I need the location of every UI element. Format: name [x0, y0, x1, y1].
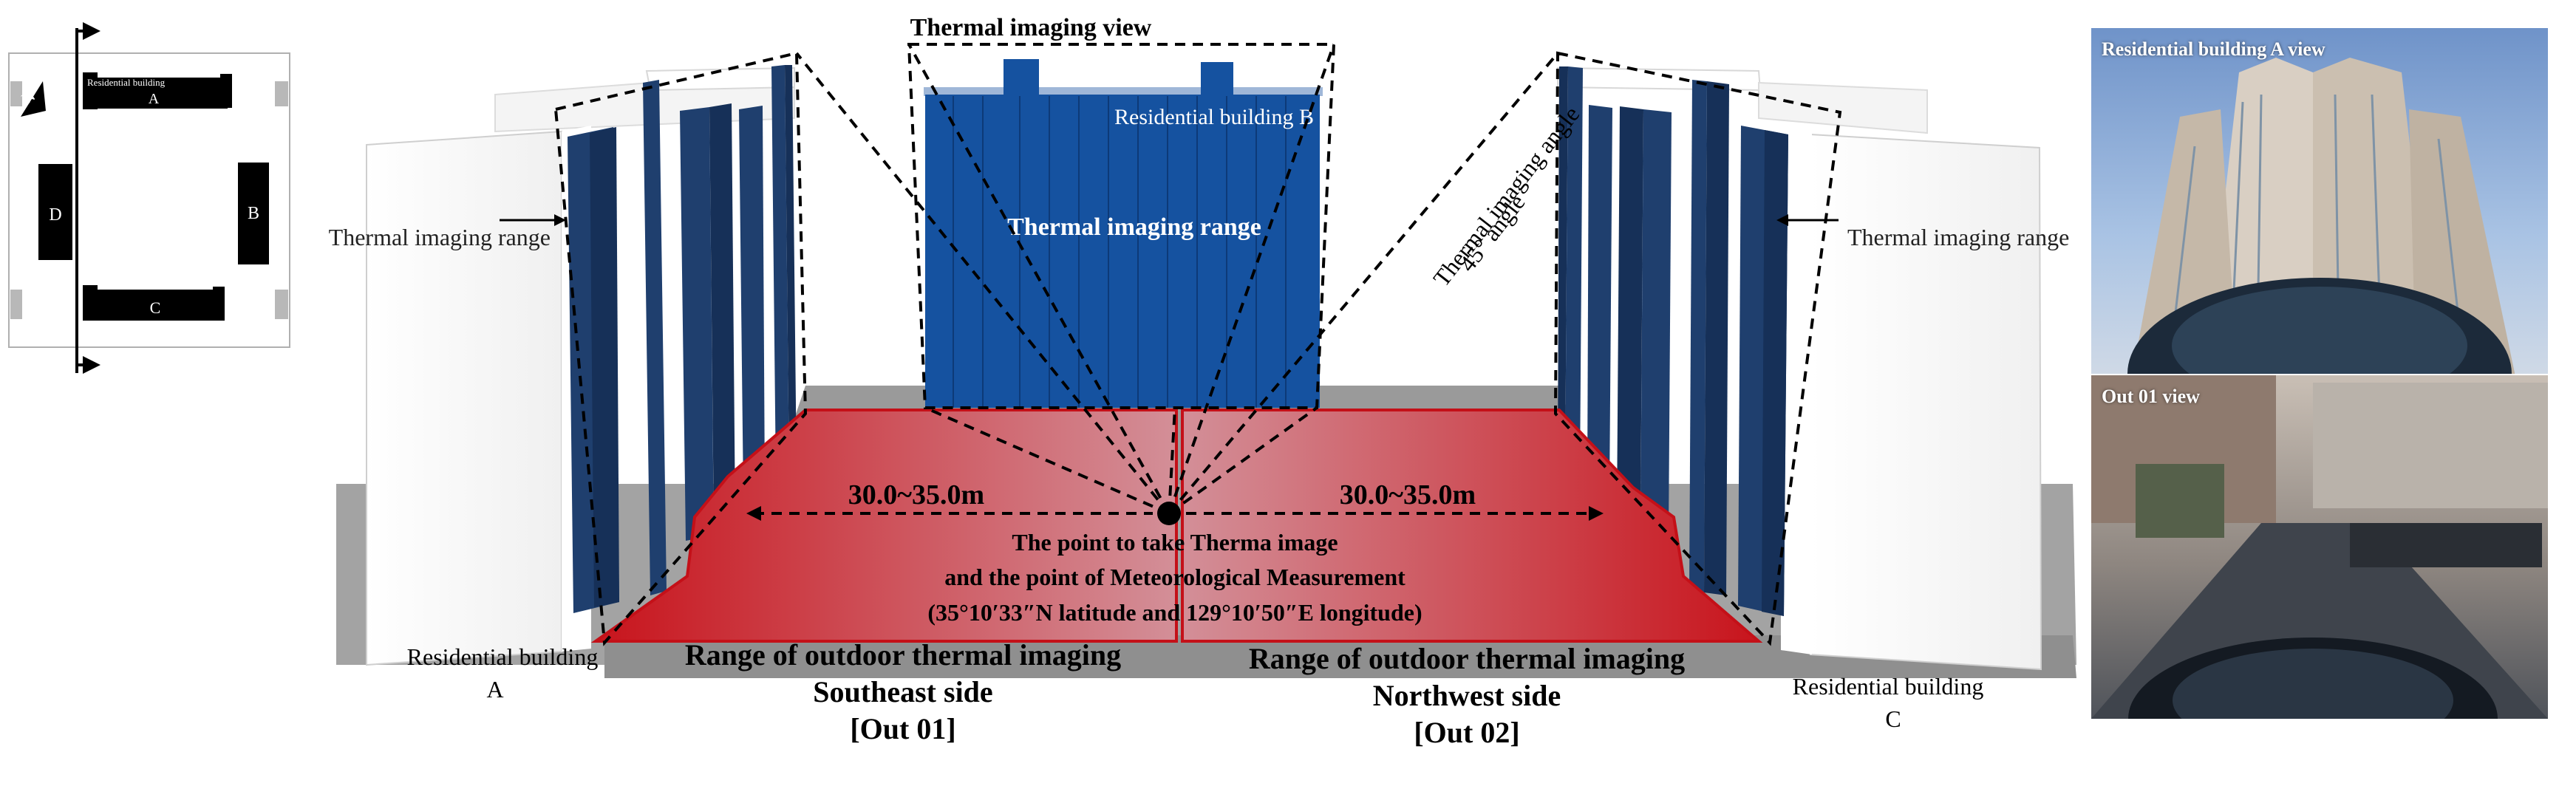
photo-top-label: Residential building A view	[2102, 38, 2325, 60]
southeast-code: [Out 01]	[850, 712, 955, 745]
southeast-title: Range of outdoor thermal imaging	[685, 638, 1121, 671]
scene: Residential building B Thermal imaging r…	[329, 14, 2076, 749]
sight-line	[1168, 44, 1335, 514]
building-a: Thermal imaging range	[329, 65, 797, 666]
southeast-range-zone	[590, 409, 1178, 643]
inset-building-a-letter: A	[149, 91, 160, 107]
building-c-top	[1758, 81, 1928, 134]
photo-building-a-graphic	[2127, 58, 2515, 374]
left-range-arrowhead	[554, 214, 566, 226]
inset-building-a-edge	[220, 74, 232, 108]
distance-arrows	[746, 506, 1604, 521]
inset-axis-arrow	[83, 22, 100, 40]
building-c-label: Residential building	[1793, 673, 1984, 700]
inset-site-block	[275, 290, 288, 319]
inset-building-a	[89, 78, 228, 109]
building-b: Residential building B Thermal imaging r…	[924, 59, 1323, 408]
sight-line	[1168, 52, 1559, 515]
building-c-corner	[1781, 127, 1812, 655]
inset-building-a-edge	[83, 72, 98, 109]
inset-building-d	[38, 164, 72, 260]
inset-building-c-letter: C	[150, 298, 161, 317]
inset-building-a-label: Residential building	[87, 77, 166, 88]
measurement-point-marker	[1157, 502, 1181, 525]
inset-building-c-edge	[83, 285, 98, 321]
view-frames	[553, 43, 1842, 646]
building-c-top	[1557, 66, 1762, 92]
building-c-facade	[1558, 66, 1788, 616]
sight-line	[924, 406, 1170, 515]
point-coordinates: (35°10′33″N latitude and 129°10′50″E lon…	[927, 599, 1422, 626]
northwest-range-zone	[1181, 409, 1763, 643]
center-range-label: Thermal imaging range	[1007, 213, 1261, 241]
building-a-letter: A	[486, 676, 503, 703]
inset-site-block	[10, 290, 22, 319]
point-description-line: and the point of Meteorological Measurem…	[944, 564, 1405, 590]
building-c: Thermal imaging range	[1557, 66, 2069, 671]
left-view-frame	[553, 51, 808, 646]
photo-building-a-view: Residential building A view	[2091, 28, 2548, 374]
left-distance-label: 30.0~35.0m	[848, 479, 984, 510]
building-b-tower	[1004, 59, 1039, 98]
sight-line	[907, 44, 1171, 514]
photo-out01-graphic	[2091, 375, 2548, 719]
building-b-facade	[925, 95, 1320, 408]
inset-site-block	[10, 81, 22, 106]
left-distance-arrowhead	[746, 506, 761, 521]
photo-bottom-label: Out 01 view	[2102, 386, 2200, 407]
photo-out01-view: Out 01 view	[2091, 375, 2548, 719]
right-range-label: Thermal imaging range	[1847, 224, 2069, 250]
right-distance-label: 30.0~35.0m	[1340, 479, 1476, 510]
building-a-facade	[568, 65, 797, 613]
building-b-mullions	[953, 96, 1287, 408]
building-a-end-wall	[366, 130, 562, 666]
northwest-title: Range of outdoor thermal imaging	[1249, 642, 1685, 675]
inset-building-d-letter: D	[49, 205, 61, 225]
inset-site-block	[275, 81, 288, 106]
thermal-view-label: Thermal imaging view	[910, 14, 1152, 41]
inset-building-c-edge	[213, 287, 225, 321]
left-range-label: Thermal imaging range	[329, 224, 551, 250]
sight-line	[795, 52, 1171, 515]
building-c-end-wall	[1810, 133, 2042, 671]
northwest-code: [Out 02]	[1414, 716, 1519, 749]
ground-edge	[604, 635, 2076, 678]
northwest-side-label: Northwest side	[1373, 679, 1561, 712]
inset-map: N Residential building A D B C	[8, 22, 290, 374]
right-view-frame	[1553, 51, 1842, 646]
point-description-line: The point to take Therma image	[1012, 529, 1338, 556]
right-distance-arrowhead	[1589, 506, 1604, 521]
inset-building-b-letter: B	[248, 204, 259, 223]
right-range-arrowhead	[1776, 214, 1788, 226]
building-c-letter: C	[1885, 705, 1901, 732]
building-a-label: Residential building	[407, 643, 599, 670]
inset-building-b	[238, 163, 269, 264]
inset-axis-arrow	[83, 356, 100, 374]
building-b-tower	[1201, 62, 1233, 98]
sight-line	[1168, 406, 1318, 515]
building-b-label: Residential building B	[1114, 105, 1314, 129]
inset-building-c	[89, 290, 222, 321]
southeast-side-label: Southeast side	[813, 675, 992, 708]
